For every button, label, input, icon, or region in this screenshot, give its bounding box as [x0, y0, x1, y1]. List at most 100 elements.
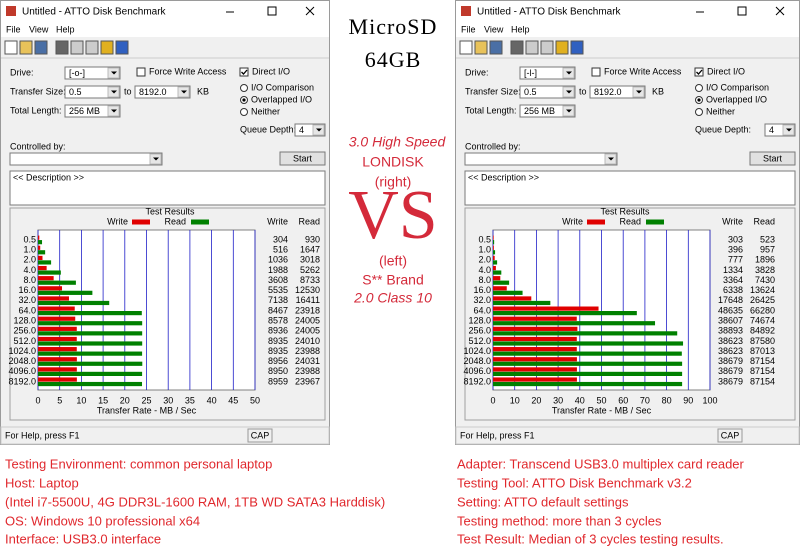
- toolbar-button[interactable]: [115, 40, 129, 55]
- controlled-by-select-box[interactable]: [9, 152, 163, 166]
- x-tick-label: 30: [163, 395, 173, 405]
- right-desc: (right): [375, 174, 412, 190]
- toolbar-button[interactable]: [4, 40, 18, 55]
- cap-label: CAP: [721, 430, 740, 440]
- x-tick-label: 10: [76, 395, 86, 405]
- value-label: 8936: [268, 326, 288, 336]
- title-bar: [456, 1, 799, 22]
- value-label: 8935: [268, 346, 288, 356]
- x-tick-label: 45: [228, 395, 238, 405]
- menu-item[interactable]: Help: [511, 24, 530, 34]
- bar: [38, 235, 40, 240]
- bar: [493, 240, 495, 245]
- toolbar-button[interactable]: [459, 40, 473, 55]
- bar: [38, 265, 47, 271]
- value-label: 12530: [295, 285, 320, 295]
- x-tick-label: 20: [120, 395, 130, 405]
- transfer-to-box[interactable]: [589, 85, 646, 99]
- transfer-from-box[interactable]: [519, 85, 576, 99]
- menu-item[interactable]: Help: [56, 24, 75, 34]
- menu-item[interactable]: File: [461, 24, 476, 34]
- dropdown-arrow: [111, 109, 117, 113]
- bar: [38, 377, 77, 382]
- toolbar-button[interactable]: [55, 40, 69, 55]
- total-length-box[interactable]: [519, 104, 576, 118]
- toolbar-button[interactable]: [474, 40, 488, 55]
- radio-button[interactable]: [240, 84, 248, 92]
- value-label: 87013: [750, 346, 775, 356]
- left-desc: (left): [379, 253, 407, 269]
- transfer-from-box[interactable]: [64, 85, 121, 99]
- value-label: 23988: [295, 346, 320, 356]
- y-tick-label: 1024.0: [463, 346, 491, 356]
- bar: [493, 255, 495, 261]
- toolbar-button[interactable]: [510, 40, 524, 55]
- menu-item[interactable]: File: [6, 24, 21, 34]
- toolbar-button[interactable]: [34, 40, 48, 55]
- status-text: For Help, press F1: [460, 430, 535, 440]
- x-tick-label: 40: [575, 395, 585, 405]
- y-tick-label: 1024.0: [8, 346, 36, 356]
- description: << Description >>: [468, 172, 539, 182]
- note-right: Adapter: Transcend USB3.0 multiplex card…: [457, 456, 745, 471]
- toolbar-button[interactable]: [85, 40, 99, 55]
- checkbox[interactable]: [591, 67, 601, 77]
- radio-dot: [697, 98, 701, 102]
- controlled-by-select-box[interactable]: [464, 152, 618, 166]
- value-label: 87154: [750, 356, 775, 366]
- drive-select-box[interactable]: [64, 66, 121, 80]
- note-right: Setting: ATTO default settings: [457, 494, 629, 509]
- drive-select: [-l-]: [524, 68, 537, 78]
- description-box[interactable]: [464, 170, 796, 206]
- radio-button[interactable]: [240, 108, 248, 116]
- value-label: 87580: [750, 336, 775, 346]
- checkbox[interactable]: [694, 67, 704, 77]
- radio-label: Neither: [706, 106, 735, 116]
- menu-item[interactable]: View: [484, 24, 504, 34]
- toolbar-button[interactable]: [70, 40, 84, 55]
- vs: VS: [348, 177, 437, 254]
- total-length-box[interactable]: [64, 104, 121, 118]
- force-write-label: Force Write Access: [149, 66, 227, 76]
- x-tick-label: 50: [250, 395, 260, 405]
- column-header: Write: [722, 216, 743, 226]
- bar: [493, 270, 502, 275]
- toolbar-button[interactable]: [570, 40, 584, 55]
- close-button[interactable]: [775, 6, 785, 16]
- checkbox[interactable]: [136, 67, 146, 77]
- bar: [38, 381, 143, 387]
- toolbar-button[interactable]: [19, 40, 33, 55]
- bar: [38, 326, 77, 331]
- chart-title: Test Results: [145, 206, 195, 216]
- drive-select: [-o-]: [69, 68, 85, 78]
- value-label: 7138: [268, 295, 288, 305]
- toolbar-button[interactable]: [555, 40, 569, 55]
- value-label: 8733: [300, 275, 320, 285]
- description-box[interactable]: [9, 170, 326, 206]
- menu-item[interactable]: View: [29, 24, 49, 34]
- x-tick-label: 15: [98, 395, 108, 405]
- toolbar-button[interactable]: [525, 40, 539, 55]
- radio-button[interactable]: [695, 108, 703, 116]
- radio-button[interactable]: [695, 84, 703, 92]
- bar: [38, 311, 142, 316]
- maximize-button[interactable]: [267, 6, 277, 16]
- transfer-to-box[interactable]: [134, 85, 191, 99]
- queue-depth-label: Queue Depth:: [695, 124, 751, 134]
- controlled-by-label: Controlled by:: [10, 141, 66, 151]
- toolbar-button[interactable]: [489, 40, 503, 55]
- maximize-button[interactable]: [737, 6, 747, 16]
- value-label: 38679: [718, 376, 743, 386]
- app-icon: [461, 6, 471, 16]
- checkbox[interactable]: [239, 67, 249, 77]
- start-button[interactable]: [279, 151, 326, 166]
- value-label: 13624: [750, 285, 775, 295]
- toolbar-button[interactable]: [100, 40, 114, 55]
- start-button[interactable]: [749, 151, 796, 166]
- checkmark: [241, 69, 248, 75]
- drive-select-box[interactable]: [519, 66, 576, 80]
- bar: [38, 250, 46, 255]
- column-header: Write: [267, 216, 288, 226]
- toolbar-button[interactable]: [540, 40, 554, 55]
- close-button[interactable]: [305, 6, 315, 16]
